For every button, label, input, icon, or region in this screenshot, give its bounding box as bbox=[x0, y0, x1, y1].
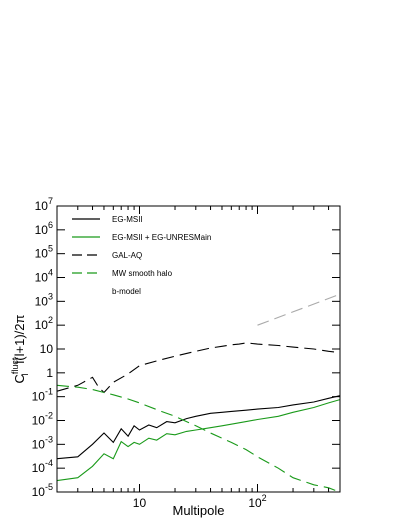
y-tick-label: 106 bbox=[35, 220, 53, 237]
legend-label: EG-MSII + EG-UNRESMain bbox=[112, 233, 211, 242]
x-tick-label: 10 bbox=[133, 496, 147, 510]
y-tick-label: 10-4 bbox=[32, 458, 53, 475]
y-axis-label: Cfluctll(l+1)/2π bbox=[10, 314, 30, 383]
series-line-0 bbox=[57, 395, 340, 460]
x-tick-label: 102 bbox=[248, 493, 266, 510]
y-tick-label: 102 bbox=[35, 315, 53, 332]
series-line-3 bbox=[57, 384, 340, 492]
y-tick-label: 104 bbox=[35, 268, 53, 285]
ticks-layer bbox=[56, 205, 341, 493]
y-tick-labels: 10-5 10-4 10-3 10-2 10-1 1 10 102 103 104 105 106 10… bbox=[32, 196, 54, 499]
legend: EG-MSII EG-MSII + EG-UNRESMain GAL-AQ MW sm… bbox=[72, 215, 211, 296]
y-tick-label: 103 bbox=[35, 291, 53, 308]
series-line-2 bbox=[57, 342, 340, 394]
y-tick-label: 107 bbox=[35, 196, 53, 213]
y-tick-label: 10-3 bbox=[32, 434, 53, 451]
legend-label: EG-MSII bbox=[112, 215, 143, 224]
y-tick-label: 10-1 bbox=[32, 387, 53, 404]
y-tick-label: 1 bbox=[46, 366, 53, 380]
series-line-4 bbox=[257, 293, 340, 326]
x-tick-labels: 10 102 bbox=[133, 493, 267, 510]
x-axis-label: Multipole bbox=[172, 503, 224, 518]
y-tick-label: 105 bbox=[35, 244, 53, 261]
series-layer bbox=[57, 293, 340, 492]
y-tick-label: 10-5 bbox=[32, 482, 53, 499]
legend-label: b-model bbox=[112, 287, 141, 296]
legend-label: GAL-AQ bbox=[112, 251, 142, 260]
y-tick-label: 10-2 bbox=[32, 411, 53, 428]
plot-frame bbox=[56, 205, 341, 493]
y-tick-label: 10 bbox=[40, 342, 54, 356]
series-line-1 bbox=[57, 399, 340, 482]
legend-label: MW smooth halo bbox=[112, 269, 173, 278]
